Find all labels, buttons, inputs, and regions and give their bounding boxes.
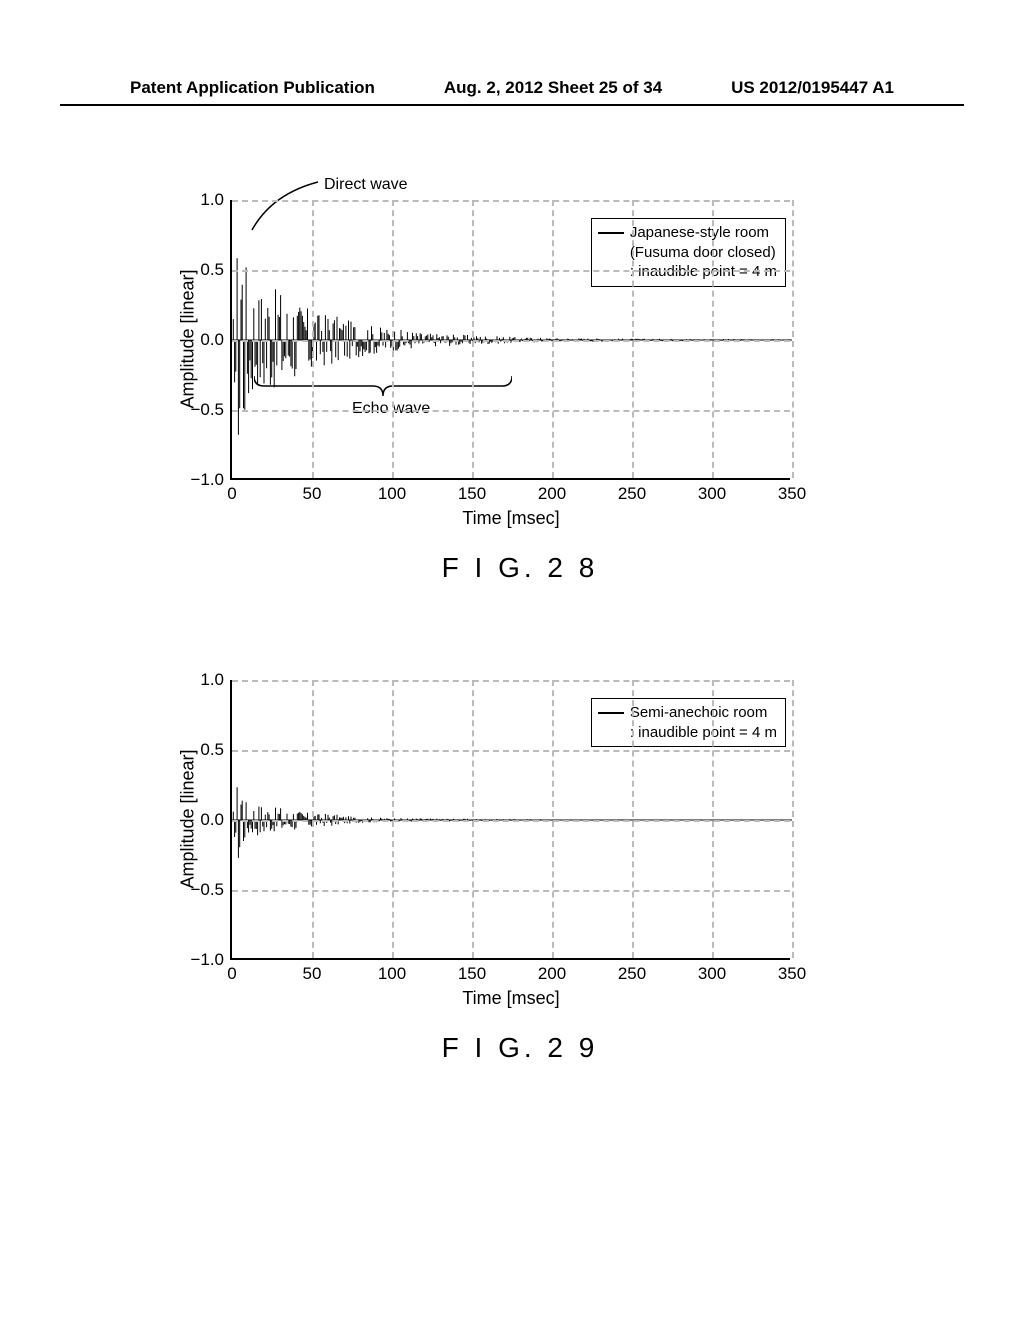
fig29-legend-line2: : inaudible point = 4 m: [630, 723, 777, 743]
fig29-legend: Semi-anechoic room : inaudible point = 4…: [591, 698, 786, 747]
header-right: US 2012/0195447 A1: [731, 78, 894, 98]
grid-h: [232, 820, 790, 822]
ytick-label: −1.0: [190, 470, 232, 490]
grid-v: [552, 680, 554, 958]
grid-v: [552, 200, 554, 478]
fig28-legend-line2: (Fusuma door closed): [630, 243, 777, 263]
xtick-label: 50: [303, 958, 322, 984]
grid-h: [232, 750, 790, 752]
fig29-legend-line1: Semi-anechoic room: [630, 703, 777, 723]
page-header: Patent Application Publication Aug. 2, 2…: [0, 78, 1024, 98]
grid-v: [792, 680, 794, 958]
grid-h: [232, 410, 790, 412]
xtick-label: 300: [698, 478, 726, 504]
fig28-legend: Japanese-style room (Fusuma door closed)…: [591, 218, 786, 287]
grid-v: [472, 680, 474, 958]
xtick-label: 350: [778, 478, 806, 504]
grid-v: [312, 200, 314, 478]
xtick-label: 300: [698, 958, 726, 984]
ytick-label: 1.0: [200, 190, 232, 210]
fig29-caption: F I G. 2 9: [230, 1032, 810, 1064]
fig28-legend-text: Japanese-style room (Fusuma door closed)…: [630, 223, 777, 282]
grid-v: [712, 200, 714, 478]
ytick-label: −0.5: [190, 880, 232, 900]
grid-v: [312, 680, 314, 958]
grid-h: [232, 200, 790, 202]
waveform-trace: [232, 787, 791, 858]
fig28-ylabel: Amplitude [linear]: [178, 269, 199, 408]
ytick-label: 0.5: [200, 740, 232, 760]
grid-v: [392, 200, 394, 478]
grid-v: [472, 200, 474, 478]
xtick-label: 100: [378, 478, 406, 504]
xtick-label: 250: [618, 478, 646, 504]
fig28-legend-swatch: [598, 232, 624, 234]
fig28-plot: Amplitude [linear] Time [msec] Direct wa…: [230, 200, 790, 480]
header-rule: [60, 104, 964, 106]
xtick-label: 50: [303, 478, 322, 504]
grid-v: [632, 680, 634, 958]
xtick-label: 150: [458, 958, 486, 984]
xtick-label: 200: [538, 958, 566, 984]
fig29-plot: Amplitude [linear] Time [msec] Semi-anec…: [230, 680, 790, 960]
header-left: Patent Application Publication: [130, 78, 375, 98]
header-center: Aug. 2, 2012 Sheet 25 of 34: [444, 78, 662, 98]
fig28-legend-line1: Japanese-style room: [630, 223, 777, 243]
xtick-label: 150: [458, 478, 486, 504]
fig28-chart: Amplitude [linear] Time [msec] Direct wa…: [170, 200, 810, 584]
grid-h: [232, 890, 790, 892]
xtick-label: 100: [378, 958, 406, 984]
ytick-label: 0.0: [200, 330, 232, 350]
grid-v: [792, 200, 794, 478]
fig28-direct-wave-label: Direct wave: [324, 176, 408, 194]
grid-v: [712, 680, 714, 958]
ytick-label: 0.5: [200, 260, 232, 280]
ytick-label: −1.0: [190, 950, 232, 970]
ytick-label: 0.0: [200, 810, 232, 830]
grid-v: [632, 200, 634, 478]
grid-v: [392, 680, 394, 958]
xtick-label: 350: [778, 958, 806, 984]
grid-h: [232, 340, 790, 342]
ytick-label: 1.0: [200, 670, 232, 690]
fig29-chart: Amplitude [linear] Time [msec] Semi-anec…: [170, 680, 810, 1064]
fig28-caption: F I G. 2 8: [230, 552, 810, 584]
grid-h: [232, 680, 790, 682]
fig29-ylabel: Amplitude [linear]: [178, 749, 199, 888]
ytick-label: −0.5: [190, 400, 232, 420]
xtick-label: 250: [618, 958, 646, 984]
fig29-legend-text: Semi-anechoic room : inaudible point = 4…: [630, 703, 777, 742]
fig29-legend-swatch: [598, 712, 624, 714]
xtick-label: 200: [538, 478, 566, 504]
grid-h: [232, 270, 790, 272]
